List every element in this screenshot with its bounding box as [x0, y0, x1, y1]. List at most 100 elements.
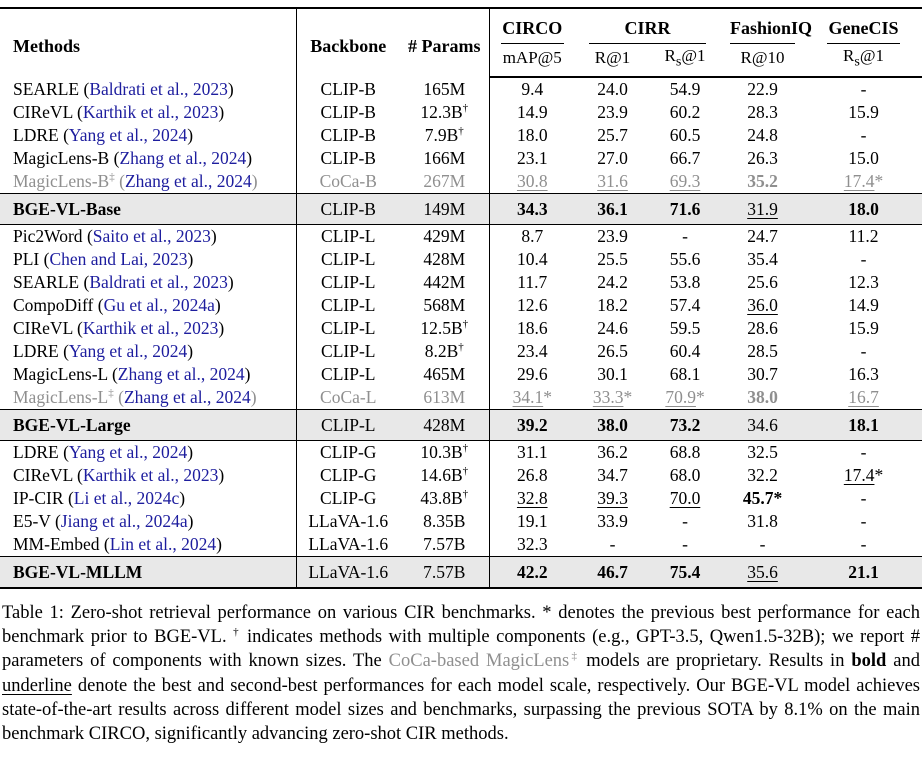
metric-value: 22.9 [747, 79, 778, 100]
metric-cell: 23.9 [575, 225, 650, 249]
metric-cell: 70.9* [650, 386, 720, 410]
citation-link[interactable]: Zhang et al., 2024 [119, 148, 247, 169]
table-row: MagicLens-B (Zhang et al., 2024) CLIP-B 16… [0, 147, 922, 171]
method-cell: CompoDiff (Gu et al., 2024a) [13, 295, 221, 316]
metric-cell: 23.4 [488, 340, 575, 364]
summary-row: BGE-VL-MLLM LLaVA-1.6 7.57B 42.2 46.7 75.4 35.… [0, 556, 922, 589]
params-cell: 7.57B [423, 534, 466, 555]
backbone-cell: LLaVA-1.6 [295, 533, 400, 557]
method-cell: BGE-VL-Base [0, 193, 296, 226]
method-name: CIReVL [13, 102, 73, 123]
metric-value: 75.4 [669, 561, 701, 582]
method-name: MagicLens-B [13, 171, 110, 192]
metric-cell: - [720, 533, 805, 557]
metric-cell: 31.1 [488, 440, 575, 465]
metric-value: 15.9 [848, 318, 879, 339]
backbone-cell: CLIP-L [295, 409, 400, 442]
citation-link[interactable]: Baldrati et al., 2023 [89, 78, 228, 99]
params-cell: 149M [400, 193, 489, 226]
method-cell: PLI (Chen and Lai, 2023) [13, 249, 194, 270]
star-marker: * [874, 171, 884, 192]
method-name: PLI [13, 249, 40, 270]
caption-segment: underline [2, 675, 72, 696]
metric-value: 34.1 [512, 387, 544, 408]
method-name: BGE-VL-MLLM [13, 561, 143, 582]
backbone-cell: CLIP-L [295, 294, 400, 318]
metric-value: 23.9 [597, 102, 628, 123]
metric-value: 24.6 [597, 318, 628, 339]
metric-cell: 12.6 [488, 294, 575, 318]
params-cell: 613M [423, 387, 466, 408]
group-header-genecis: GeneCIS [805, 8, 922, 45]
citation-link[interactable]: Zhang et al., 2024 [123, 387, 251, 408]
group-header-fashioniq: FashionIQ [720, 8, 812, 45]
method-name: MagicLens-B [13, 148, 110, 169]
metric-cell: 26.5 [575, 340, 650, 363]
metric-cell: 24.0 [575, 77, 650, 101]
metric-value: 23.9 [597, 226, 628, 247]
citation-link[interactable]: Karthik et al., 2023 [82, 318, 219, 339]
backbone-cell: LLaVA-1.6 [295, 556, 400, 589]
metric-value: 34.6 [747, 414, 778, 435]
metric-cell: 70.0 [650, 487, 720, 510]
metric-value: 21.1 [848, 561, 879, 582]
metric-value: 30.8 [516, 171, 548, 192]
method-cell: MagicLens-L‡ (Zhang et al., 2024) [13, 387, 257, 408]
metric-cell: 30.8 [488, 170, 575, 194]
caption-segment: Table 1: Zero-shot retrieval performance… [2, 602, 920, 648]
citation-link[interactable]: Karthik et al., 2023 [82, 102, 219, 123]
backbone-cell: CLIP-B [295, 101, 400, 125]
metric-value: 32.8 [516, 488, 548, 509]
metric-value: 60.2 [669, 102, 701, 123]
table-row: Pic2Word (Saito et al., 2023) CLIP-L 429M 8… [0, 224, 922, 249]
citation-link[interactable]: Yang et al., 2024 [68, 125, 188, 146]
metric-value: 24.2 [597, 272, 628, 293]
citation-link[interactable]: Yang et al., 2024 [68, 341, 188, 362]
metric-value: 15.0 [848, 148, 879, 169]
metric-cell: 31.9 [720, 193, 806, 226]
caption-segment: and [886, 651, 920, 672]
citation-link[interactable]: Lin et al., 2024 [109, 534, 217, 555]
backbone-cell: CLIP-L [295, 317, 400, 341]
metric-value: 31.9 [747, 198, 778, 219]
citation-link[interactable]: Gu et al., 2024a [103, 295, 215, 316]
metric-cell: 24.8 [720, 124, 805, 147]
backbone-cell: CoCa-L [295, 386, 400, 410]
caption-segment: bold [851, 651, 887, 672]
method-name: LDRE [13, 442, 59, 463]
params-marker: † [458, 341, 464, 354]
citation-link[interactable]: Jiang et al., 2024a [60, 511, 188, 532]
metric-value: 24.8 [747, 125, 778, 146]
citation-link[interactable]: Zhang et al., 2024 [117, 364, 245, 385]
params-cell: 43.8B† [420, 488, 469, 509]
citation-link[interactable]: Baldrati et al., 2023 [89, 272, 228, 293]
citation-link[interactable]: Saito et al., 2023 [92, 226, 211, 247]
caption-segment: ‡ [569, 650, 580, 663]
metric-value: 70.0 [669, 488, 701, 509]
metric-cell: 18.2 [575, 294, 650, 317]
metric-value: 38.0 [597, 414, 628, 435]
citation-link[interactable]: Zhang et al., 2024 [124, 171, 252, 192]
params-cell: 267M [423, 171, 466, 192]
metric-value: 34.7 [597, 465, 628, 486]
metric-value: - [609, 534, 616, 555]
method-name: LDRE [13, 341, 59, 362]
table-row: LDRE (Yang et al., 2024) CLIP-L 8.2B† 23.4 2… [0, 340, 922, 364]
metric-cell: 32.2 [720, 464, 805, 487]
metric-cell: - [650, 225, 720, 249]
citation-link[interactable]: Yang et al., 2024 [68, 442, 188, 463]
metric-value: 23.1 [516, 148, 548, 169]
metric-value: 17.4 [843, 465, 875, 486]
citation-link[interactable]: Li et al., 2024c [73, 488, 180, 509]
metric-value: 15.9 [848, 102, 879, 123]
params-marker: † [462, 465, 469, 478]
method-cell: BGE-VL-MLLM [0, 556, 296, 589]
metric-cell: 25.7 [575, 124, 650, 147]
citation-link[interactable]: Chen and Lai, 2023 [49, 249, 188, 270]
citation-link[interactable]: Karthik et al., 2023 [82, 465, 219, 486]
metric-value: 39.3 [597, 488, 628, 509]
metric-cell: 33.9 [575, 510, 650, 533]
header-metric-row: mAP@5 R@1 Rs@1 R@10 Rs@1 [0, 45, 922, 79]
metric-cell: 73.2 [650, 409, 721, 442]
metric-cell: 29.6 [488, 363, 575, 387]
